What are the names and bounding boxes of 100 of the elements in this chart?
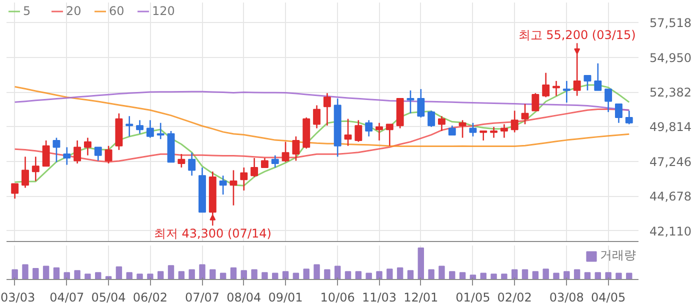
x-tick-label: 10/06: [320, 290, 355, 304]
x-tick-label: 03/03: [0, 290, 36, 304]
bar: [418, 248, 424, 280]
bar: [574, 269, 580, 280]
x-tick-label: 11/03: [362, 290, 397, 304]
x-tick-label: 12/01: [404, 290, 438, 304]
bar: [168, 265, 174, 280]
bar: [292, 272, 300, 280]
bar: [210, 269, 216, 280]
candlestick: [562, 80, 570, 104]
candlestick: [63, 146, 71, 166]
candlestick: [469, 122, 477, 138]
y-tick-label: 49,814: [650, 120, 692, 134]
candlestick: [156, 122, 164, 140]
annotation: 최저 43,300 (07/14): [154, 226, 272, 241]
bar: [324, 269, 330, 280]
bar: [438, 266, 445, 280]
bar: [282, 271, 289, 280]
candlestick: [282, 141, 290, 163]
x-tick-label: 05/04: [91, 290, 126, 304]
bar: [386, 268, 393, 280]
bar: [480, 272, 486, 280]
candlestick: [604, 88, 612, 113]
bar: [32, 268, 39, 280]
candlestick: [292, 136, 300, 162]
bar: [553, 272, 560, 280]
candlestick: [323, 92, 331, 126]
candlestick: [146, 120, 154, 138]
bar: [199, 264, 206, 280]
candlestick: [417, 88, 425, 118]
y-tick-label: 44,678: [650, 190, 692, 204]
bar: [157, 271, 164, 280]
bar: [230, 267, 237, 280]
candlestick: [11, 183, 19, 200]
candlestick: [365, 120, 373, 138]
bar: [188, 269, 195, 280]
candlestick: [552, 80, 560, 96]
candlestick: [584, 74, 592, 92]
candlestick: [178, 153, 186, 168]
candlestick: [625, 110, 633, 125]
bar: [116, 266, 122, 280]
candlestick: [230, 170, 238, 206]
candlestick: [458, 120, 466, 138]
candlestick: [219, 174, 227, 196]
x-tick-label: 02/02: [497, 290, 532, 304]
legend-label: 120: [152, 4, 175, 18]
y-tick-label: 42,110: [650, 224, 692, 238]
bar: [449, 271, 456, 280]
x-tick-label: 04/05: [591, 290, 626, 304]
bar: [376, 271, 382, 280]
candlestick: [126, 115, 134, 138]
bar: [616, 272, 622, 280]
y-tick-label: 52,382: [650, 86, 692, 100]
candlestick: [94, 146, 102, 162]
bar: [178, 271, 185, 280]
candlestick: [52, 137, 60, 163]
bar: [272, 272, 278, 280]
bar: [459, 272, 466, 280]
x-tick-label: 04/07: [50, 290, 84, 304]
bar: [136, 274, 143, 280]
bar: [95, 272, 102, 280]
legend-label: 20: [66, 4, 82, 18]
candlestick: [354, 120, 362, 142]
bar: [84, 274, 91, 280]
bar: [12, 269, 18, 280]
bar: [428, 269, 434, 280]
bar: [126, 272, 132, 280]
bar: [262, 272, 268, 280]
bar: [303, 268, 310, 280]
bar: [251, 269, 258, 280]
candlestick: [448, 124, 456, 136]
bar: [594, 272, 601, 280]
candlestick: [500, 124, 508, 138]
y-tick-label: 47,246: [650, 154, 692, 169]
candlestick: [490, 126, 498, 138]
candlestick: [376, 122, 383, 142]
candlestick: [188, 152, 196, 176]
candlestick: [532, 92, 540, 112]
bar: [53, 267, 60, 280]
bar: [396, 267, 404, 280]
bar: [147, 274, 154, 280]
bar: [490, 274, 497, 280]
bar: [42, 266, 50, 280]
candlestick: [542, 72, 550, 98]
candlestick: [614, 103, 622, 124]
bar: [407, 270, 414, 280]
candlestick: [250, 157, 258, 178]
candlestick: [22, 156, 29, 188]
bar: [532, 271, 539, 280]
x-tick-label: 08/04: [226, 290, 262, 304]
legend-label: 60: [109, 4, 126, 18]
candlestick: [344, 118, 352, 147]
candlestick: [480, 130, 488, 142]
bar: [355, 271, 362, 280]
bar: [542, 268, 549, 280]
candlestick: [271, 154, 279, 168]
x-tick-label: 03/08: [549, 290, 584, 304]
x-tick-label: 06/02: [132, 290, 168, 304]
bar: [220, 272, 226, 280]
candlestick: [260, 157, 268, 168]
